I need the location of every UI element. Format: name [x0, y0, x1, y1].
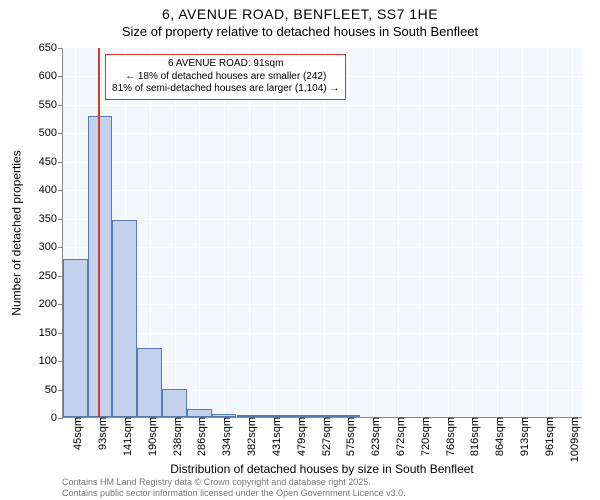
x-tick-label: 961sqm [538, 417, 556, 456]
x-tick-label: 672sqm [389, 417, 407, 456]
gridline-v [423, 48, 424, 417]
x-axis-title: Distribution of detached houses by size … [62, 462, 582, 476]
annotation-line3: 81% of semi-detached houses are larger (… [112, 83, 339, 96]
gridline-v [199, 48, 200, 417]
gridline-v [249, 48, 250, 417]
gridline-v [324, 48, 325, 417]
gridline-h [63, 190, 582, 191]
gridline-h [63, 333, 582, 334]
gridline-v [572, 48, 573, 417]
x-tick-label: 141sqm [116, 417, 134, 456]
gridline-v [522, 48, 523, 417]
y-tick-label: 500 [39, 127, 63, 139]
y-tick-label: 650 [39, 42, 63, 54]
y-tick-label: 400 [39, 184, 63, 196]
histogram-bar [137, 348, 162, 417]
chart-footer: Contains HM Land Registry data © Crown c… [62, 477, 406, 498]
annotation-box: 6 AVENUE ROAD: 91sqm← 18% of detached ho… [105, 54, 346, 100]
chart-subtitle: Size of property relative to detached ho… [0, 24, 600, 39]
gridline-v [497, 48, 498, 417]
gridline-h [63, 304, 582, 305]
x-tick-label: 334sqm [215, 417, 233, 456]
histogram-bar [286, 415, 311, 417]
histogram-bar [162, 389, 187, 417]
gridline-v [299, 48, 300, 417]
gridline-v [175, 48, 176, 417]
x-tick-label: 913sqm [513, 417, 531, 456]
y-tick-label: 300 [39, 241, 63, 253]
histogram-bar [212, 414, 237, 417]
x-tick-label: 238sqm [166, 417, 184, 456]
gridline-v [224, 48, 225, 417]
y-tick-label: 550 [39, 99, 63, 111]
y-tick-label: 0 [51, 412, 63, 424]
gridline-h [63, 105, 582, 106]
x-tick-label: 93sqm [91, 417, 109, 450]
x-tick-label: 720sqm [414, 417, 432, 456]
y-tick-label: 50 [45, 384, 63, 396]
property-marker-line [98, 48, 100, 417]
gridline-v [398, 48, 399, 417]
plot-wrap: 0501001502002503003504004505005506006504… [62, 48, 582, 418]
x-tick-label: 431sqm [265, 417, 283, 456]
x-tick-label: 286sqm [190, 417, 208, 456]
x-tick-label: 575sqm [339, 417, 357, 456]
y-tick-label: 600 [39, 70, 63, 82]
chart-title-address: 6, AVENUE ROAD, BENFLEET, SS7 1HE [0, 6, 600, 22]
x-tick-label: 382sqm [240, 417, 258, 456]
gridline-v [547, 48, 548, 417]
x-tick-label: 768sqm [439, 417, 457, 456]
x-tick-label: 479sqm [290, 417, 308, 456]
y-tick-label: 200 [39, 298, 63, 310]
y-tick-label: 100 [39, 355, 63, 367]
gridline-v [348, 48, 349, 417]
y-axis-title-text: Number of detached properties [10, 150, 24, 315]
gridline-h [63, 219, 582, 220]
gridline-v [373, 48, 374, 417]
annotation-line1: 6 AVENUE ROAD: 91sqm [112, 58, 339, 71]
histogram-bar [237, 415, 262, 417]
plot-area: 0501001502002503003504004505005506006504… [62, 48, 582, 418]
gridline-h [63, 276, 582, 277]
histogram-bar [187, 409, 212, 417]
gridline-v [448, 48, 449, 417]
footer-line2: Contains public sector information licen… [62, 488, 406, 498]
x-tick-label: 864sqm [488, 417, 506, 456]
annotation-line2: ← 18% of detached houses are smaller (24… [112, 71, 339, 84]
y-axis-title: Number of detached properties [10, 48, 24, 418]
x-tick-label: 190sqm [141, 417, 159, 456]
x-tick-label: 623sqm [364, 417, 382, 456]
histogram-bar [311, 415, 336, 417]
histogram-bar [88, 116, 113, 417]
y-tick-label: 450 [39, 156, 63, 168]
x-tick-label: 816sqm [463, 417, 481, 456]
histogram-bar [63, 259, 88, 417]
gridline-h [63, 162, 582, 163]
x-tick-label: 1009sqm [563, 417, 581, 462]
y-tick-label: 250 [39, 270, 63, 282]
histogram-bar [335, 415, 360, 417]
gridline-v [472, 48, 473, 417]
x-tick-label: 527sqm [315, 417, 333, 456]
x-tick-label: 45sqm [66, 417, 84, 450]
y-tick-label: 150 [39, 327, 63, 339]
gridline-h [63, 133, 582, 134]
histogram-bar [112, 220, 137, 417]
footer-line1: Contains HM Land Registry data © Crown c… [62, 477, 406, 487]
chart-container: 6, AVENUE ROAD, BENFLEET, SS7 1HE Size o… [0, 0, 600, 500]
gridline-h [63, 247, 582, 248]
y-tick-label: 350 [39, 213, 63, 225]
gridline-v [274, 48, 275, 417]
histogram-bar [261, 415, 286, 417]
